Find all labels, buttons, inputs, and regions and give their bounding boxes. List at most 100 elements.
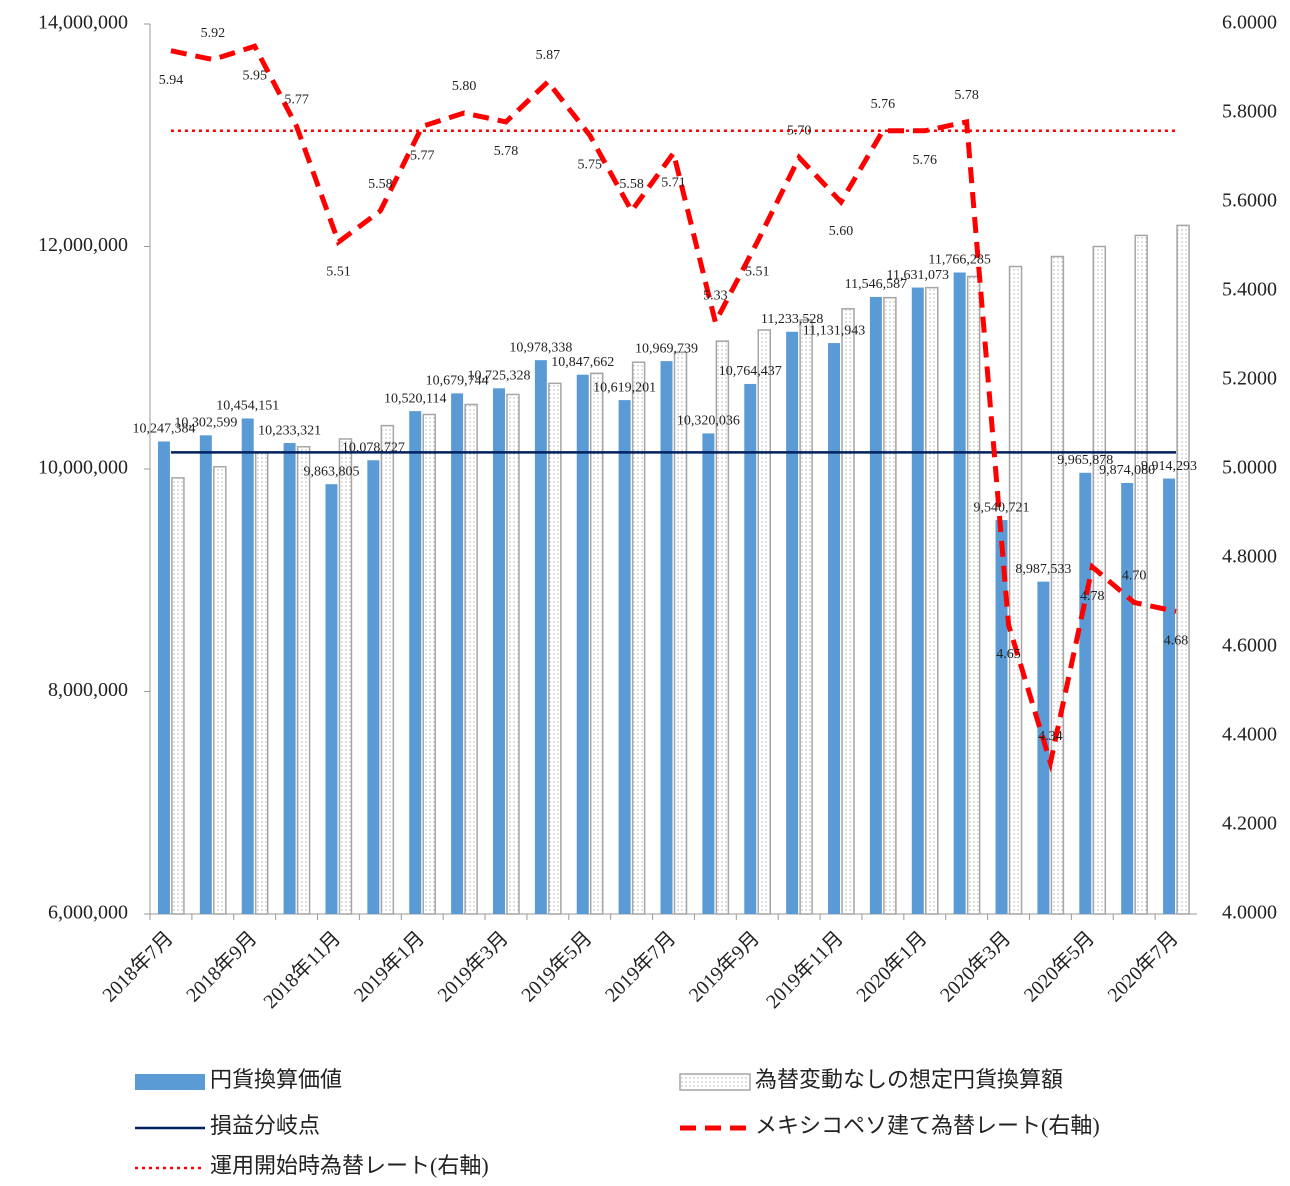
data-label: 11,631,073	[887, 268, 949, 283]
x-tick-label: 2019年1月	[349, 927, 429, 1007]
bar	[380, 424, 395, 915]
data-label: 9,863,805	[303, 464, 359, 479]
y-tick-label: 12,000,000	[38, 234, 128, 256]
bar	[338, 438, 353, 915]
legend-swatch	[135, 1074, 205, 1090]
data-label: 4.78	[1080, 589, 1105, 604]
data-label: 5.76	[871, 97, 896, 112]
data-label: 5.33	[703, 288, 728, 303]
data-label: 5.58	[368, 177, 393, 192]
x-tick-label: 2020年1月	[852, 927, 932, 1007]
bar	[1163, 478, 1176, 914]
legend-label: メキシコペソ建て為替レート(右軸)	[755, 1113, 1100, 1138]
data-label: 5.71	[661, 175, 686, 190]
data-label: 5.51	[745, 264, 770, 279]
legend-label: 運用開始時為替レート(右軸)	[210, 1153, 489, 1178]
data-label: 5.78	[494, 144, 519, 159]
y-tick-label: 8,000,000	[48, 679, 128, 701]
data-label: 9,874,080	[1099, 463, 1155, 478]
bar	[1176, 224, 1190, 915]
bar	[786, 331, 799, 914]
x-tick-label: 2019年7月	[600, 927, 680, 1007]
bar	[241, 418, 254, 914]
y-tick-label: 10,000,000	[38, 457, 128, 479]
data-label: 11,546,587	[845, 277, 907, 292]
bar	[757, 329, 772, 915]
legend-swatch	[679, 1073, 751, 1091]
data-label: 5.77	[410, 149, 435, 164]
y2-tick-label: 5.4000	[1222, 279, 1277, 301]
data-label: 10,847,662	[551, 355, 614, 370]
bar	[492, 388, 505, 914]
bar	[589, 372, 604, 915]
data-label: 5.80	[452, 79, 477, 94]
bar	[799, 319, 813, 915]
x-tick-label: 2020年5月	[1019, 927, 1099, 1007]
data-label: 5.92	[201, 26, 226, 41]
data-label: 9,965,878	[1057, 453, 1113, 468]
bar	[548, 382, 562, 915]
bar	[702, 433, 715, 914]
data-label: 11,131,943	[803, 323, 865, 338]
data-label: 4.65	[996, 647, 1021, 662]
bar	[966, 275, 981, 915]
data-label: 10,302,599	[174, 416, 237, 431]
data-label: 5.70	[787, 124, 812, 139]
bar	[1092, 245, 1107, 915]
bar	[1134, 234, 1148, 915]
bar	[296, 446, 311, 915]
legend-label: 円貨換算価値	[210, 1067, 342, 1092]
bar	[673, 351, 688, 915]
y2-tick-label: 5.2000	[1222, 368, 1277, 390]
data-label: 10,679,744	[426, 374, 489, 389]
y-tick-label: 14,000,000	[38, 12, 128, 34]
bar	[409, 411, 422, 914]
line	[170, 43, 1177, 773]
x-tick-label: 2019年5月	[517, 927, 597, 1007]
bar	[254, 451, 269, 915]
data-label: 4.68	[1164, 634, 1189, 649]
bar	[995, 520, 1008, 914]
bar	[631, 361, 646, 915]
bar	[925, 286, 939, 915]
x-tick-label: 2020年7月	[1103, 927, 1183, 1007]
y2-tick-label: 5.6000	[1222, 190, 1277, 212]
data-label: 10,978,338	[509, 340, 572, 355]
data-label: 10,969,739	[635, 341, 698, 356]
bar	[715, 340, 730, 915]
x-tick-label: 2019年11月	[761, 927, 847, 1013]
data-label: 11,233,528	[761, 312, 823, 327]
bar	[171, 477, 185, 915]
bar	[576, 374, 589, 914]
bar	[618, 400, 631, 914]
data-label: 10,454,151	[216, 399, 279, 414]
data-label: 10,520,114	[384, 391, 446, 406]
bar	[744, 383, 757, 914]
x-tick-label: 2018年9月	[182, 927, 262, 1007]
data-label: 5.60	[829, 224, 854, 239]
bar	[1121, 483, 1134, 914]
bar	[422, 413, 436, 915]
bar	[534, 360, 547, 914]
legend-label: 損益分岐点	[210, 1113, 320, 1138]
data-label: 10,078,727	[342, 440, 405, 455]
y2-tick-label: 6.0000	[1222, 12, 1277, 34]
data-label: 5.94	[159, 73, 184, 88]
data-label: 10,233,321	[258, 423, 321, 438]
x-tick-label: 2019年9月	[684, 927, 764, 1007]
y2-tick-label: 5.0000	[1222, 457, 1277, 479]
data-label: 4.70	[1122, 569, 1147, 584]
data-label: 9,914,293	[1141, 459, 1197, 474]
data-label: 4.34	[1038, 729, 1063, 744]
y2-tick-label: 4.6000	[1222, 635, 1277, 657]
y2-tick-label: 5.8000	[1222, 101, 1277, 123]
x-tick-label: 2018年11月	[259, 927, 345, 1013]
bar	[953, 272, 966, 914]
data-label: 9,540,721	[974, 500, 1030, 515]
bar	[1008, 265, 1023, 915]
data-label: 8,987,533	[1015, 562, 1071, 577]
bar	[883, 296, 897, 915]
bar	[157, 441, 170, 914]
y2-tick-label: 4.0000	[1222, 902, 1277, 924]
bar	[464, 403, 478, 915]
